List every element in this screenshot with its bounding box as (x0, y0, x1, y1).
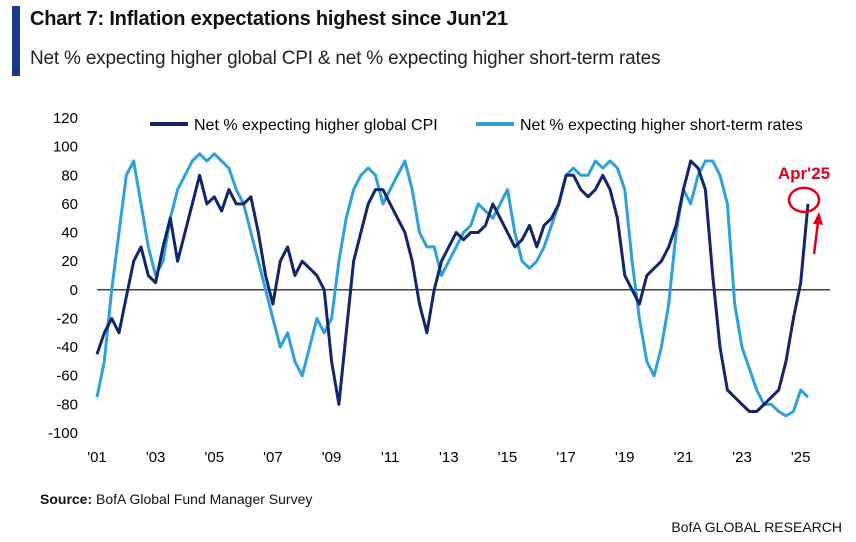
source-text: BofA Global Fund Manager Survey (96, 491, 313, 507)
y-tick-label: -80 (56, 396, 78, 413)
x-tick-label: '23 (732, 449, 752, 466)
x-tick-label: '07 (263, 449, 283, 466)
y-tick-label: -40 (56, 339, 78, 356)
x-tick-label: '17 (556, 449, 576, 466)
annotation-arrow-head (813, 211, 824, 225)
x-tick-label: '09 (322, 449, 342, 466)
annotation-arrow (812, 221, 820, 255)
x-tick-label: '03 (146, 449, 166, 466)
chart-title: Chart 7: Inflation expectations highest … (30, 8, 508, 30)
x-tick-label: '21 (674, 449, 694, 466)
x-tick-label: '25 (791, 449, 811, 466)
y-tick-label: 120 (53, 110, 78, 127)
x-tick-label: '05 (204, 449, 224, 466)
title-accent-bar (12, 6, 20, 76)
legend-label: Net % expecting higher short-term rates (520, 117, 803, 134)
x-axis: '01 '03 '05 '07 '09 '11 '13 '15 '17 '19 '21 '23 '25 (87, 449, 810, 466)
annotation-label: Apr'25 (778, 164, 830, 183)
y-tick-label: 80 (61, 167, 78, 184)
annotation-circle (787, 186, 821, 214)
series-group (95, 152, 810, 418)
y-tick-label: 60 (61, 196, 78, 213)
x-tick-label: '13 (439, 449, 459, 466)
x-tick-label: '19 (615, 449, 635, 466)
y-tick-label: 40 (61, 225, 78, 242)
y-tick-label: 100 (53, 139, 78, 156)
brand-footer: BofA GLOBAL RESEARCH (671, 519, 842, 535)
y-axis: -100 -80 -60 -40 -20 0 20 40 60 80 100 120 (48, 110, 78, 442)
chart-subtitle: Net % expecting higher global CPI & net … (30, 48, 661, 69)
y-tick-label: -60 (56, 368, 78, 385)
x-tick-label: '11 (381, 449, 399, 466)
legend-label: Net % expecting higher global CPI (194, 117, 438, 134)
series-line-rates (95, 152, 810, 418)
x-tick-label: '01 (87, 449, 107, 466)
y-tick-label: -20 (56, 310, 78, 327)
source-note: Source: BofA Global Fund Manager Survey (40, 491, 312, 507)
y-tick-label: -100 (48, 425, 78, 442)
y-tick-label: 20 (61, 253, 78, 270)
series-line-cpi (95, 159, 810, 413)
annotations: Apr'25 (778, 164, 830, 255)
source-label: Source: (40, 491, 93, 507)
legend: Net % expecting higher global CPI Net % e… (150, 117, 803, 134)
y-tick-label: 0 (70, 282, 78, 299)
x-tick-label: '15 (498, 449, 518, 466)
